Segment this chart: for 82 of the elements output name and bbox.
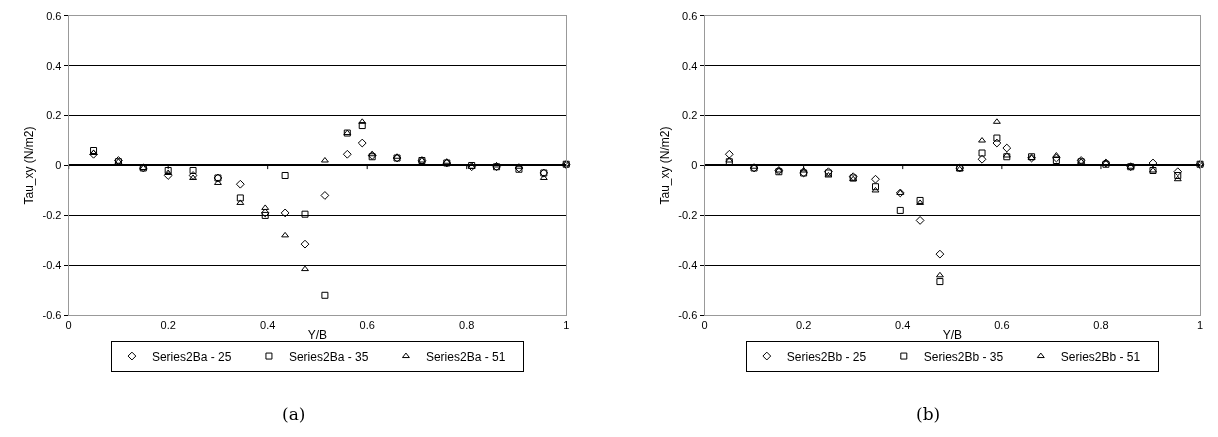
- y-axis-title: Tau_xy (N/m2): [657, 126, 672, 205]
- point: [281, 231, 290, 238]
- y-tick-label: 0.6: [682, 9, 698, 22]
- x-tick-label: 0.4: [895, 319, 911, 332]
- y-tick-label: 0.2: [46, 109, 62, 122]
- point: [320, 191, 330, 200]
- point: [236, 194, 244, 202]
- point: [871, 186, 880, 193]
- y-tick-label: -0.2: [678, 209, 698, 222]
- y-tick-label: 0.2: [682, 109, 698, 122]
- point: [301, 265, 309, 272]
- text: (b): [916, 404, 941, 424]
- legend-label: Series2Bb - 25: [786, 349, 867, 364]
- x-tick-label: 0: [701, 319, 708, 332]
- y-tick-label: -0.4: [678, 259, 698, 272]
- x-tick-label: 1: [1197, 319, 1204, 332]
- point: [1174, 171, 1182, 179]
- y-tick-label: 0.4: [46, 59, 62, 72]
- point: [896, 206, 904, 214]
- point: [724, 149, 734, 159]
- point: [368, 150, 377, 157]
- point: [1052, 157, 1060, 165]
- legend-label: Series2Bb - 51: [1060, 349, 1141, 364]
- point: [1148, 158, 1158, 168]
- point: [1051, 153, 1061, 163]
- x-axis-title: Y/B: [942, 328, 962, 343]
- point: [1003, 153, 1011, 161]
- point: [799, 166, 808, 173]
- point: [916, 196, 924, 204]
- point: [1173, 167, 1183, 177]
- y-tick-label: -0.2: [42, 209, 62, 222]
- x-tick-label: 0.2: [160, 319, 176, 332]
- point: [235, 179, 245, 189]
- legend-label: Series2Ba - 51: [425, 349, 506, 364]
- y-tick-label: -0.6: [42, 309, 62, 322]
- point: [978, 137, 986, 143]
- point: [280, 208, 290, 218]
- x-tick-label: 1: [563, 319, 570, 332]
- point: [89, 149, 98, 159]
- point: [301, 210, 309, 218]
- point: [358, 122, 366, 130]
- text: (a): [282, 404, 306, 424]
- point: [935, 271, 944, 278]
- y-tick-label: -0.6: [678, 309, 698, 322]
- point: [871, 174, 880, 184]
- point: [871, 183, 879, 191]
- y-axis-title: Tau_xy (N/m2): [21, 126, 36, 205]
- point: [992, 138, 1002, 148]
- point: [357, 138, 367, 148]
- point: [935, 249, 945, 259]
- point: [189, 166, 197, 174]
- point: [321, 291, 329, 299]
- legend-label: Series2Ba - 35: [288, 349, 369, 364]
- y-tick-label: 0.4: [682, 59, 698, 72]
- x-tick-label: 0.8: [459, 319, 475, 332]
- point: [1002, 143, 1012, 153]
- x-tick-label: 0.2: [795, 319, 812, 332]
- point: [393, 153, 401, 159]
- y-tick-label: 0: [55, 159, 62, 172]
- point: [993, 134, 1001, 142]
- point: [342, 149, 352, 159]
- legend-label: Series2Ba - 25: [151, 349, 232, 364]
- x-tick-label: 0.6: [994, 319, 1010, 332]
- legend-label: Series2Bb - 35: [923, 349, 1004, 364]
- x-tick-label: 0.6: [359, 319, 375, 332]
- x-tick-label: 0: [65, 319, 72, 332]
- x-tick-label: 0.8: [1093, 319, 1109, 332]
- point: [915, 216, 925, 225]
- point: [977, 154, 987, 164]
- point: [1173, 175, 1182, 182]
- point: [978, 149, 986, 157]
- y-tick-label: 0.6: [46, 9, 62, 22]
- y-tick-label: -0.4: [42, 259, 62, 272]
- y-tick-label: 0: [691, 159, 698, 172]
- point: [936, 278, 944, 286]
- point: [300, 239, 310, 249]
- point: [281, 171, 289, 179]
- point: [164, 166, 172, 174]
- point: [188, 171, 198, 180]
- point: [163, 171, 173, 180]
- x-tick-label: 0.4: [260, 319, 276, 332]
- x-axis-title: Y/B: [307, 328, 328, 343]
